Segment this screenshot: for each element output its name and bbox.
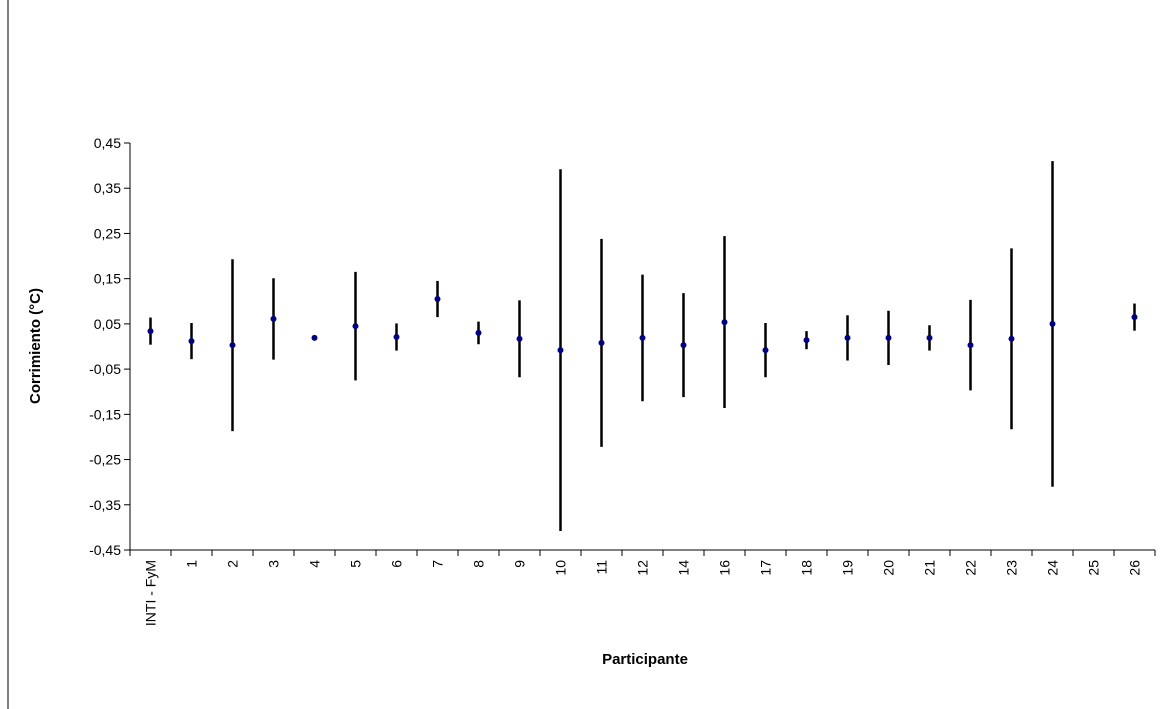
x-tick-label: 5 <box>348 560 364 568</box>
x-tick-label: 16 <box>717 560 733 576</box>
data-point <box>1049 320 1056 327</box>
data-point <box>393 334 400 341</box>
data-point <box>639 334 646 341</box>
data-point <box>762 347 769 354</box>
data-point <box>188 338 195 345</box>
data-point <box>311 334 318 341</box>
x-tick-label: 18 <box>799 560 815 576</box>
x-tick-label: 9 <box>512 560 528 568</box>
y-tick-label: 0,35 <box>94 180 121 196</box>
y-tick-label: 0,15 <box>94 271 121 287</box>
data-point <box>967 342 974 349</box>
x-tick-label: 2 <box>225 560 241 568</box>
x-tick-label: 3 <box>266 560 282 568</box>
data-point <box>844 334 851 341</box>
data-point <box>1008 335 1015 342</box>
x-tick-label: 25 <box>1086 560 1102 576</box>
x-tick-label: 21 <box>922 560 938 576</box>
x-tick-label: 1 <box>184 560 200 568</box>
x-tick-label: 14 <box>676 560 692 576</box>
x-tick-label: 12 <box>635 560 651 576</box>
y-tick-label: -0,05 <box>89 361 121 377</box>
y-tick-label: 0,25 <box>94 225 121 241</box>
data-point <box>352 323 359 330</box>
x-tick-label: 4 <box>307 560 323 568</box>
x-tick-label: 10 <box>553 560 569 576</box>
data-point <box>721 319 728 326</box>
x-tick-label: 7 <box>430 560 446 568</box>
x-tick-label: 23 <box>1004 560 1020 576</box>
x-axis-title: Participante <box>602 651 688 668</box>
data-point <box>229 342 236 349</box>
y-axis-title: Corrimiento (°C) <box>27 288 44 404</box>
x-tick-label: 19 <box>840 560 856 576</box>
data-point <box>270 315 277 322</box>
x-tick-label: 24 <box>1045 560 1061 576</box>
data-point <box>598 339 605 346</box>
y-tick-label: -0,25 <box>89 452 121 468</box>
data-point <box>147 328 154 335</box>
x-tick-label: 11 <box>594 560 610 575</box>
x-tick-label: 20 <box>881 560 897 576</box>
x-tick-label: 26 <box>1127 560 1143 576</box>
x-tick-label: 8 <box>471 560 487 568</box>
data-point <box>926 334 933 341</box>
data-point <box>434 296 441 303</box>
data-point <box>680 342 687 349</box>
data-point <box>1131 314 1138 321</box>
data-point <box>885 334 892 341</box>
y-tick-label: -0,45 <box>89 542 121 558</box>
x-tick-label: 22 <box>963 560 979 576</box>
x-tick-label: 17 <box>758 560 774 576</box>
x-tick-label: 6 <box>389 560 405 568</box>
data-point <box>803 337 810 344</box>
y-tick-label: -0,15 <box>89 406 121 422</box>
data-point <box>557 347 564 354</box>
data-point <box>475 329 482 336</box>
y-tick-label: -0,35 <box>89 497 121 513</box>
data-point <box>516 335 523 342</box>
y-tick-label: 0,45 <box>94 135 121 151</box>
x-tick-label: INTI - FyM <box>143 560 159 626</box>
y-tick-label: 0,05 <box>94 316 121 332</box>
